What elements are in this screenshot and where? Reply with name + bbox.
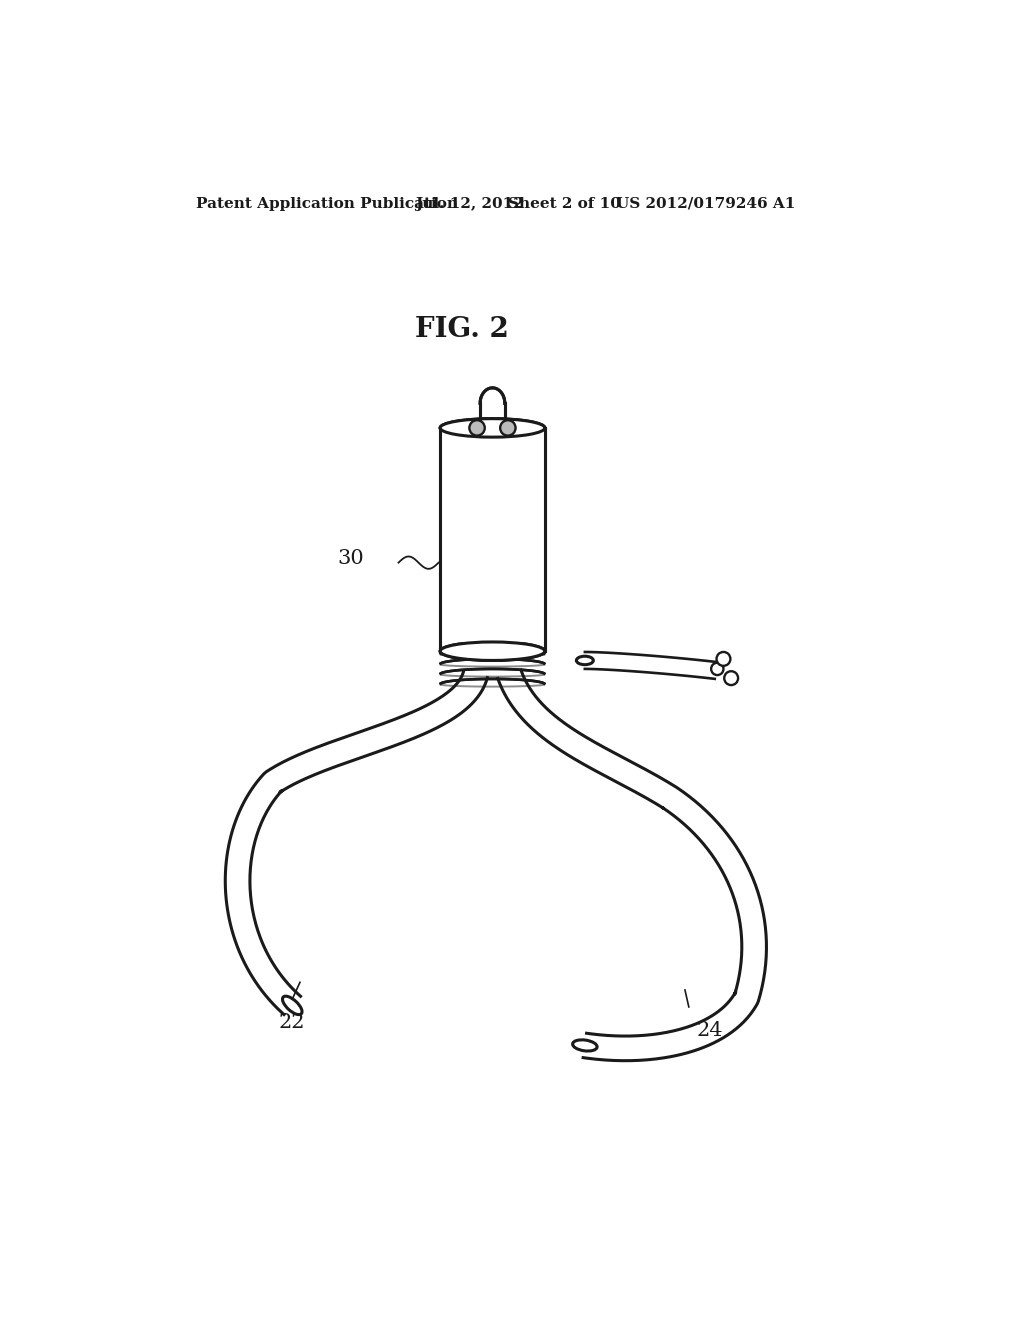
Text: US 2012/0179246 A1: US 2012/0179246 A1 <box>615 197 795 211</box>
Text: Patent Application Publication: Patent Application Publication <box>196 197 458 211</box>
Text: 22: 22 <box>279 1014 305 1032</box>
Text: Jul. 12, 2012: Jul. 12, 2012 <box>416 197 524 211</box>
Circle shape <box>724 672 738 685</box>
Circle shape <box>469 420 484 436</box>
Ellipse shape <box>440 642 545 660</box>
Ellipse shape <box>440 418 545 437</box>
Ellipse shape <box>440 642 545 660</box>
Polygon shape <box>585 652 717 678</box>
Circle shape <box>500 420 515 436</box>
Circle shape <box>717 652 730 665</box>
Ellipse shape <box>283 997 302 1015</box>
Ellipse shape <box>577 656 593 665</box>
Circle shape <box>469 420 484 436</box>
Circle shape <box>500 420 515 436</box>
Ellipse shape <box>572 1040 597 1051</box>
Polygon shape <box>440 428 545 642</box>
Text: FIG. 2: FIG. 2 <box>416 317 509 343</box>
Circle shape <box>711 663 724 675</box>
Ellipse shape <box>440 418 545 437</box>
Polygon shape <box>225 671 487 1015</box>
Text: Sheet 2 of 10: Sheet 2 of 10 <box>508 197 621 211</box>
Text: 30: 30 <box>337 549 364 569</box>
Text: 24: 24 <box>696 1020 723 1040</box>
Polygon shape <box>440 428 545 651</box>
Polygon shape <box>498 671 766 1061</box>
